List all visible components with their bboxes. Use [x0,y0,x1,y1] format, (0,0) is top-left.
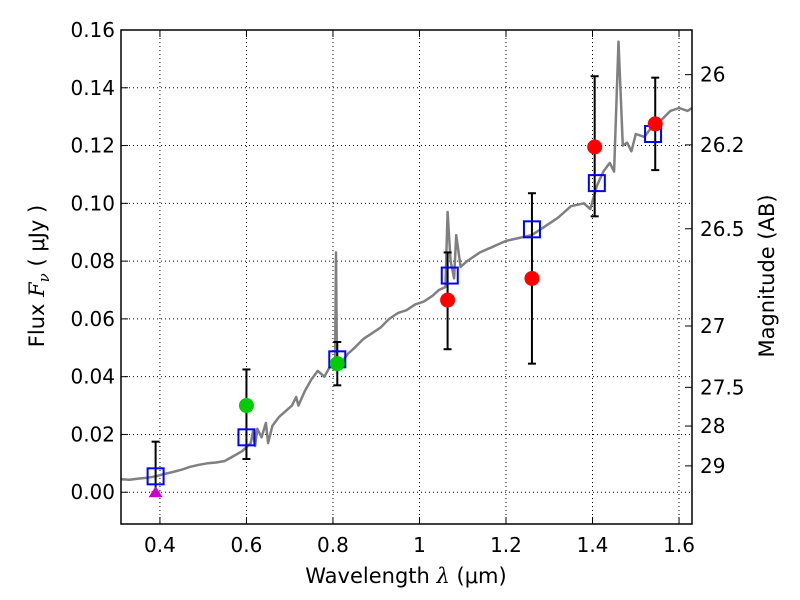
model-point [237,428,256,447]
x-axis-label: Wavelength λ (μm) [305,564,506,588]
observed-point [329,356,345,372]
x-tick-label: 0.6 [231,533,263,557]
x-tick-label: 1.6 [663,533,695,557]
sed-spectrum-layer [120,40,693,482]
model-point [587,174,606,193]
magnitude-tick-label: 26 [700,63,725,87]
observed-point [587,139,603,155]
y-tick-label: 0.10 [70,191,115,215]
magnitude-axis-ticks: 26 26.2 26.5 27 27.5 28 29 [685,63,745,478]
grid [121,29,692,524]
y-tick-label: 0.06 [70,307,115,331]
y-tick-label: 0.00 [70,480,115,504]
y-tick-label: 0.04 [70,365,115,389]
model-points-layer [146,125,663,486]
magnitude-axis-label: Magnitude (AB) [755,194,779,357]
magnitude-tick-label: 28 [700,414,725,438]
observed-point [647,116,663,132]
observed-upper-limit-point [148,486,163,498]
x-tick-label: 0.4 [144,533,176,557]
y-tick-label: 0.16 [70,18,115,42]
errorbars-layer [151,75,660,494]
x-tick-label: 1 [413,533,426,557]
magnitude-tick-label: 26.5 [700,217,745,241]
plot-frame [120,29,693,525]
y-tick-label: 0.14 [70,76,115,100]
observed-point [524,270,540,286]
model-point [440,266,459,285]
x-tick-label: 1.2 [490,533,522,557]
magnitude-tick-label: 27.5 [700,375,745,399]
x-axis-ticks: 0.4 0.6 0.8 1 1.2 1.4 1.6 [144,30,695,557]
y-tick-label: 0.02 [70,422,115,446]
magnitude-tick-label: 27 [700,314,725,338]
model-point [146,467,165,486]
observed-points-layer [148,116,663,498]
y-tick-label: 0.12 [70,134,115,158]
observed-point [440,292,456,308]
sed-model-line [120,40,693,482]
model-point [522,220,541,239]
y-axis-ticks: 0.00 0.02 0.04 0.06 0.08 0.10 0.12 0.14 0.16 [70,18,128,504]
x-tick-label: 0.8 [317,533,349,557]
magnitude-tick-label: 29 [700,454,725,478]
x-tick-label: 1.4 [577,533,609,557]
observed-point [238,398,254,414]
y-axis-label: Flux Fν ( μJy ) [25,205,53,347]
magnitude-tick-label: 26.2 [700,133,745,157]
y-tick-label: 0.08 [70,249,115,273]
